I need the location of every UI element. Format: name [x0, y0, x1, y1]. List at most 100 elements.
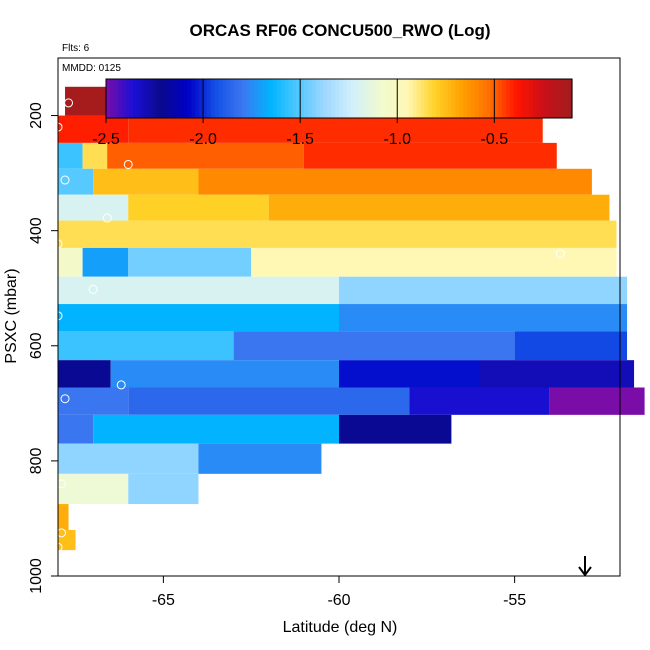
- x-tick-label: -60: [327, 592, 350, 609]
- colorbar-segment: [319, 79, 325, 118]
- arrow-head: [578, 566, 592, 577]
- colorbar-segment: [447, 79, 453, 118]
- colorbar-segment: [540, 79, 546, 118]
- colorbar-segment: [203, 79, 208, 118]
- colorbar-segment: [144, 79, 150, 118]
- colorbar-segment: [463, 79, 468, 118]
- colorbar-segment: [315, 79, 321, 118]
- sample-marker: [123, 159, 133, 169]
- colorbar-segment: [253, 79, 259, 118]
- colorbar-segment: [342, 79, 348, 118]
- x-axis-label: Latitude (deg N): [283, 619, 398, 636]
- colorbar-segment: [436, 79, 441, 118]
- colorbar-segment: [459, 79, 464, 118]
- down-arrow-icon: [578, 556, 592, 577]
- heatmap-cell: [514, 331, 628, 361]
- heatmap-cell: [58, 529, 76, 551]
- heatmap-cell: [93, 414, 339, 444]
- colorbar-segment: [362, 79, 367, 118]
- colorbar-segment: [265, 79, 270, 118]
- heatmap-cell: [339, 414, 452, 444]
- colorbar-segment: [474, 79, 480, 118]
- colorbar-segment: [373, 79, 379, 118]
- colorbar-segment: [269, 79, 274, 118]
- heatmap-cell: [58, 194, 129, 221]
- colorbar-segment: [179, 79, 185, 118]
- colorbar-segment: [311, 79, 317, 118]
- colorbar-segment: [560, 79, 565, 118]
- colorbar-segment: [187, 79, 193, 118]
- colorbar-segment: [366, 79, 371, 118]
- heatmap-cell: [128, 387, 410, 415]
- colorbar-segment: [397, 79, 402, 118]
- colorbar-segment: [381, 79, 387, 118]
- heatmap-cell: [58, 115, 129, 143]
- heatmap-cell: [339, 276, 628, 305]
- y-tick-label: 600: [28, 332, 45, 359]
- colorbar-segment: [276, 79, 282, 118]
- colorbar-segment: [529, 79, 534, 118]
- chart-title: ORCAS RF06 CONCU500_RWO (Log): [190, 21, 491, 40]
- sample-marker: [555, 249, 565, 259]
- sample-marker: [608, 416, 618, 426]
- colorbar-segment: [152, 79, 158, 118]
- colorbar-segment: [304, 79, 309, 118]
- colorbar-segment: [548, 79, 554, 118]
- colorbar-segment: [296, 79, 301, 118]
- colorbar-segment: [156, 79, 161, 118]
- colorbar-segment: [556, 79, 561, 118]
- colorbar-segment: [424, 79, 429, 118]
- heatmap-cell: [58, 331, 234, 361]
- colorbar-segment: [230, 79, 235, 118]
- heatmap-cell: [58, 473, 129, 505]
- colorbar-segment: [137, 79, 142, 118]
- heatmap-cell: [58, 276, 339, 305]
- colorbar-segment: [412, 79, 418, 118]
- colorbar-segment: [172, 79, 177, 118]
- heatmap-cell: [198, 168, 592, 195]
- colorbar-segment: [358, 79, 363, 118]
- colorbar-segment: [288, 79, 293, 118]
- colorbar-segment: [133, 79, 138, 118]
- heatmap-cell: [58, 443, 199, 474]
- colorbar-segment: [416, 79, 422, 118]
- colorbar-segment: [478, 79, 484, 118]
- colorbar-segment: [408, 79, 414, 118]
- colorbar-segment: [284, 79, 290, 118]
- heatmap-cells: [58, 86, 645, 551]
- heatmap-cell: [128, 194, 269, 221]
- sample-marker: [60, 394, 70, 404]
- colorbar-segment: [405, 79, 410, 118]
- heatmap-cell: [93, 168, 199, 195]
- colorbar-segment: [222, 79, 227, 118]
- colorbar-segment: [420, 79, 426, 118]
- colorbar-segment: [564, 79, 569, 118]
- x-tick-label: -65: [152, 592, 175, 609]
- sample-marker: [88, 284, 98, 294]
- colorbar-segment: [261, 79, 266, 118]
- heatmap-cell: [303, 142, 557, 169]
- colorbar-segment: [521, 79, 526, 118]
- colorbar-segment: [280, 79, 286, 118]
- y-tick-label: 800: [28, 447, 45, 474]
- colorbar-segment: [568, 79, 573, 118]
- colorbar-segment: [393, 79, 398, 118]
- heatmap-cell: [58, 220, 617, 248]
- colorbar-segment: [471, 79, 476, 118]
- heatmap-cell: [58, 504, 69, 530]
- colorbar-segment: [307, 79, 313, 118]
- colorbar-segment: [160, 79, 165, 118]
- colorbar-segment: [505, 79, 511, 118]
- heatmap-cell: [549, 387, 645, 415]
- colorbar-segment: [513, 79, 519, 118]
- colorbar-segment: [148, 79, 154, 118]
- heatmap-cell: [268, 194, 610, 221]
- heatmap-cell: [82, 142, 108, 169]
- colorbar-segment: [517, 79, 523, 118]
- colorbar-segment: [191, 79, 196, 118]
- heatmap-cell: [339, 304, 628, 332]
- sample-marker: [60, 175, 70, 185]
- y-tick-label: 200: [28, 102, 45, 129]
- colorbar-segment: [164, 79, 169, 118]
